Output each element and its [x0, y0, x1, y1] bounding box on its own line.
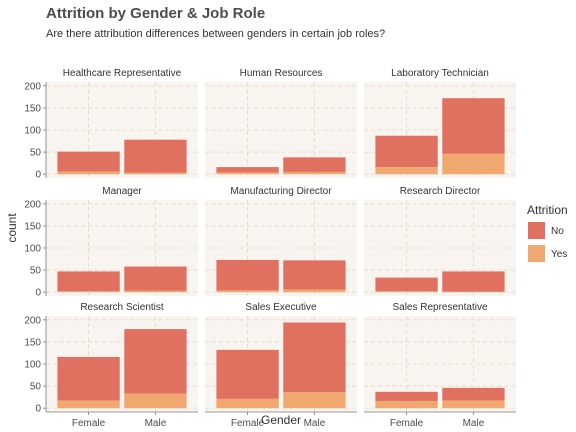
x-tick-label: Female — [231, 418, 265, 429]
facet-strip-label: Human Resources — [240, 68, 323, 79]
y-tick-label: 0 — [35, 404, 41, 415]
bar-yes-male — [283, 171, 346, 175]
facet-strip-label: Healthcare Representative — [63, 68, 182, 79]
facet-manager: Manager — [46, 186, 198, 296]
bar-no-male — [283, 322, 346, 393]
bar-yes-male — [124, 290, 187, 293]
y-tick-label: 50 — [30, 382, 42, 393]
bar-yes-female — [216, 290, 279, 293]
y-tick-label: 200 — [24, 315, 41, 326]
legend-label-no: No — [551, 226, 564, 237]
facet-manufacturing-director: Manufacturing Director — [205, 186, 357, 296]
x-tick-label: Male — [463, 418, 485, 429]
bar-no-female — [57, 356, 120, 401]
legend-key-no — [528, 222, 545, 239]
bar-no-female — [375, 277, 438, 292]
chart-title: Attrition by Gender & Job Role — [46, 5, 265, 22]
y-tick-label: 150 — [24, 221, 41, 232]
facet-research-director: Research Director — [364, 186, 516, 296]
y-tick-label: 150 — [24, 337, 41, 348]
bar-yes-male — [283, 392, 346, 409]
facet-strip-label: Sales Representative — [392, 302, 487, 313]
bar-no-male — [442, 98, 505, 154]
x-tick-label: Female — [390, 418, 424, 429]
legend-label-yes: Yes — [551, 249, 567, 260]
y-axis-title: count — [5, 213, 19, 243]
y-tick-label: 50 — [30, 266, 42, 277]
bar-no-female — [57, 271, 120, 292]
facet-strip-label: Laboratory Technician — [391, 68, 489, 79]
bar-no-female — [216, 349, 279, 399]
bar-yes-female — [216, 172, 279, 175]
x-tick-label: Female — [72, 418, 106, 429]
y-tick-label: 100 — [24, 244, 41, 255]
bar-no-female — [216, 259, 279, 291]
y-tick-label: 0 — [35, 170, 41, 181]
facet-strip-label: Research Director — [400, 186, 481, 197]
bar-no-male — [442, 387, 505, 401]
x-axis-title: Gender — [261, 413, 301, 427]
bar-no-male — [124, 266, 187, 291]
facet-strip-label: Manufacturing Director — [230, 186, 332, 197]
facet-laboratory-technician: Laboratory Technician — [364, 68, 516, 178]
y-tick-label: 50 — [30, 148, 42, 159]
y-tick-label: 200 — [24, 81, 41, 92]
bar-yes-male — [442, 153, 505, 175]
facet-sales-representative: Sales Representative — [364, 302, 516, 412]
legend-title: Attrition — [527, 203, 568, 217]
legend-key-yes — [528, 245, 545, 262]
bar-yes-female — [375, 401, 438, 409]
bar-yes-male — [124, 172, 187, 175]
bar-yes-female — [57, 291, 120, 293]
x-tick-label: Male — [145, 418, 167, 429]
facet-strip-label: Sales Executive — [245, 302, 317, 313]
chart-subtitle: Are there attribution differences betwee… — [46, 28, 385, 40]
facet-human-resources: Human Resources — [205, 68, 357, 178]
y-tick-label: 100 — [24, 360, 41, 371]
facet-panels: Healthcare Representative Human Resources… — [46, 68, 516, 412]
bar-yes-female — [375, 291, 438, 293]
y-axes: 0 50 100 150 200 0 50 100 150 200 0 50 100 150 200 — [24, 81, 47, 415]
bar-no-female — [375, 135, 438, 168]
bar-no-female — [216, 167, 279, 173]
bar-yes-male — [442, 400, 505, 409]
facet-research-scientist: Research Scientist — [46, 302, 198, 412]
x-tick-label: Male — [304, 418, 326, 429]
y-tick-label: 100 — [24, 126, 41, 137]
y-tick-label: 200 — [24, 199, 41, 210]
y-tick-label: 150 — [24, 103, 41, 114]
bar-yes-female — [57, 171, 120, 175]
y-tick-label: 0 — [35, 288, 41, 299]
bar-no-female — [375, 391, 438, 402]
bar-no-male — [442, 271, 505, 292]
bar-yes-female — [375, 167, 438, 175]
bar-no-male — [283, 157, 346, 172]
legend: Attrition No Yes — [527, 203, 568, 262]
facet-strip-label: Manager — [102, 186, 142, 197]
facet-strip-label: Research Scientist — [80, 302, 164, 313]
bar-yes-male — [283, 289, 346, 293]
x-axes: Female Male Female Male Female Male — [46, 411, 516, 429]
bar-no-female — [57, 151, 120, 172]
bar-yes-male — [124, 393, 187, 409]
bar-no-male — [124, 139, 187, 173]
bar-yes-female — [57, 400, 120, 409]
bar-no-male — [124, 329, 187, 394]
facet-sales-executive: Sales Executive — [205, 302, 357, 412]
bar-yes-female — [216, 398, 279, 409]
bar-no-male — [283, 260, 346, 290]
facet-healthcare-representative: Healthcare Representative — [46, 68, 198, 178]
